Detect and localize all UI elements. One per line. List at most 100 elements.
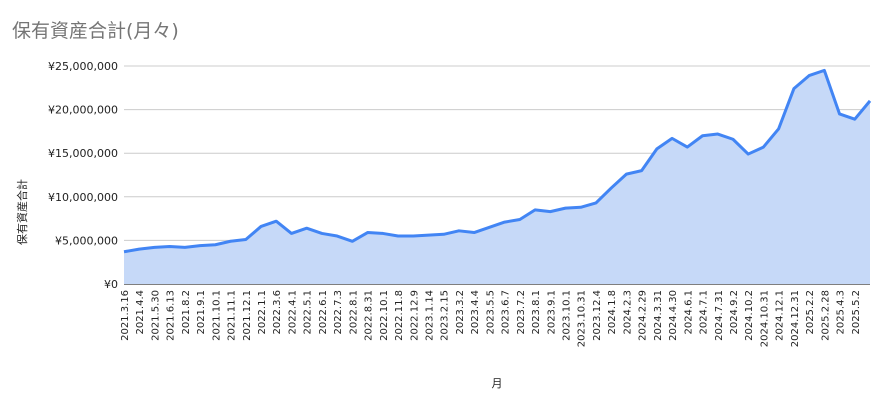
data-point [486, 224, 492, 230]
x-tick-label: 2022.7.3 [333, 290, 344, 335]
data-point [608, 185, 614, 191]
data-point [471, 230, 477, 236]
data-point [243, 237, 249, 243]
data-point [669, 135, 675, 141]
y-tick-label: ¥25,000,000 [48, 60, 118, 73]
x-axis: 2021.3.16 2021.4.4 2021.5.30 2021.6.13 2021.… [120, 290, 862, 347]
x-tick-label: 2025.5.2 [851, 290, 862, 335]
data-point [365, 230, 371, 236]
y-tick-label: ¥10,000,000 [48, 191, 118, 204]
data-point [867, 98, 873, 104]
x-tick-label: 2023.2.15 [440, 290, 451, 341]
data-point [319, 230, 325, 236]
x-tick-label: 2023.8.1 [531, 290, 542, 335]
area-fill [124, 70, 870, 284]
y-tick-label: ¥0 [104, 278, 118, 291]
x-tick-label: 2023.10.31 [577, 290, 588, 347]
data-point [517, 216, 523, 222]
data-point [349, 238, 355, 244]
x-tick-label: 2024.3.31 [653, 290, 664, 341]
x-tick-label: 2024.9.2 [729, 290, 740, 335]
x-tick-label: 2025.4.3 [836, 290, 847, 335]
data-point [547, 209, 553, 215]
data-point [837, 111, 843, 117]
x-tick-label: 2024.1.8 [607, 290, 618, 335]
data-point [304, 225, 310, 231]
x-tick-label: 2021.11.1 [227, 290, 238, 341]
x-tick-label: 2022.10.1 [379, 290, 390, 341]
data-point [639, 168, 645, 174]
x-tick-label: 2022.11.8 [394, 290, 405, 341]
x-tick-label: 2023.4.4 [470, 290, 481, 335]
x-tick-label: 2021.3.16 [120, 290, 131, 341]
series-line [123, 68, 872, 254]
x-tick-label: 2023.6.7 [501, 290, 512, 335]
x-tick-label: 2023.10.1 [562, 290, 573, 341]
x-tick-label: 2024.6.1 [683, 290, 694, 335]
data-point [212, 242, 218, 248]
x-tick-label: 2024.12.31 [790, 290, 801, 347]
data-point [502, 219, 508, 225]
x-tick-label: 2021.10.1 [211, 290, 222, 341]
data-point [684, 144, 690, 150]
x-tick-label: 2021.12.1 [242, 290, 253, 341]
x-tick-label: 2024.4.30 [668, 290, 679, 341]
data-point [395, 233, 401, 239]
x-axis-label: 月 [492, 377, 503, 390]
y-tick-label: ¥5,000,000 [55, 234, 118, 247]
x-tick-label: 2025.2.2 [805, 290, 816, 335]
y-axis: ¥0 ¥5,000,000 ¥10,000,000 ¥15,000,000 ¥20,00… [48, 60, 118, 291]
x-tick-label: 2021.9.1 [196, 290, 207, 335]
data-point [745, 151, 751, 157]
x-tick-label: 2024.12.1 [775, 290, 786, 341]
data-point [258, 223, 264, 229]
data-point [441, 231, 447, 237]
data-point [715, 131, 721, 137]
y-axis-label: 保有資産合計 [15, 179, 29, 245]
x-tick-label: 2022.6.1 [318, 290, 329, 335]
data-point [151, 244, 157, 250]
data-point [456, 228, 462, 234]
x-tick-label: 2025.2.28 [820, 290, 831, 341]
x-tick-label: 2022.8.31 [364, 290, 375, 341]
x-tick-label: 2022.8.1 [348, 290, 359, 335]
data-point [532, 207, 538, 213]
data-point [167, 244, 173, 250]
data-point [578, 204, 584, 210]
data-point [852, 116, 858, 122]
x-tick-label: 2023.12.4 [592, 290, 603, 341]
data-point [425, 232, 431, 238]
x-tick-label: 2024.2.3 [622, 290, 633, 335]
x-tick-label: 2021.8.2 [181, 290, 192, 335]
x-tick-label: 2022.5.1 [303, 290, 314, 335]
x-tick-label: 2021.4.4 [135, 290, 146, 335]
x-tick-label: 2023.5.5 [485, 290, 496, 335]
data-point [563, 205, 569, 211]
y-tick-label: ¥20,000,000 [48, 104, 118, 117]
x-tick-label: 2024.7.1 [699, 290, 710, 335]
x-tick-label: 2024.7.31 [714, 290, 725, 341]
x-tick-label: 2023.1.14 [424, 290, 435, 341]
x-tick-label: 2023.7.2 [516, 290, 527, 335]
data-point [593, 200, 599, 206]
area-series [123, 67, 873, 284]
data-point [197, 243, 203, 249]
data-point [182, 244, 188, 250]
data-point [776, 126, 782, 132]
data-point [288, 230, 294, 236]
data-point [380, 230, 386, 236]
x-tick-label: 2023.9.1 [546, 290, 557, 335]
data-point [273, 218, 279, 224]
data-point [334, 233, 340, 239]
x-tick-label: 2024.10.2 [744, 290, 755, 341]
x-tick-label: 2022.1.1 [257, 290, 268, 335]
data-point [821, 67, 827, 73]
data-point [654, 146, 660, 152]
data-point [791, 86, 797, 92]
chart-title: 保有資産合計(月々) [12, 20, 179, 42]
data-point [700, 133, 706, 139]
data-point [623, 171, 629, 177]
data-point [730, 136, 736, 142]
x-tick-label: 2022.4.1 [287, 290, 298, 335]
